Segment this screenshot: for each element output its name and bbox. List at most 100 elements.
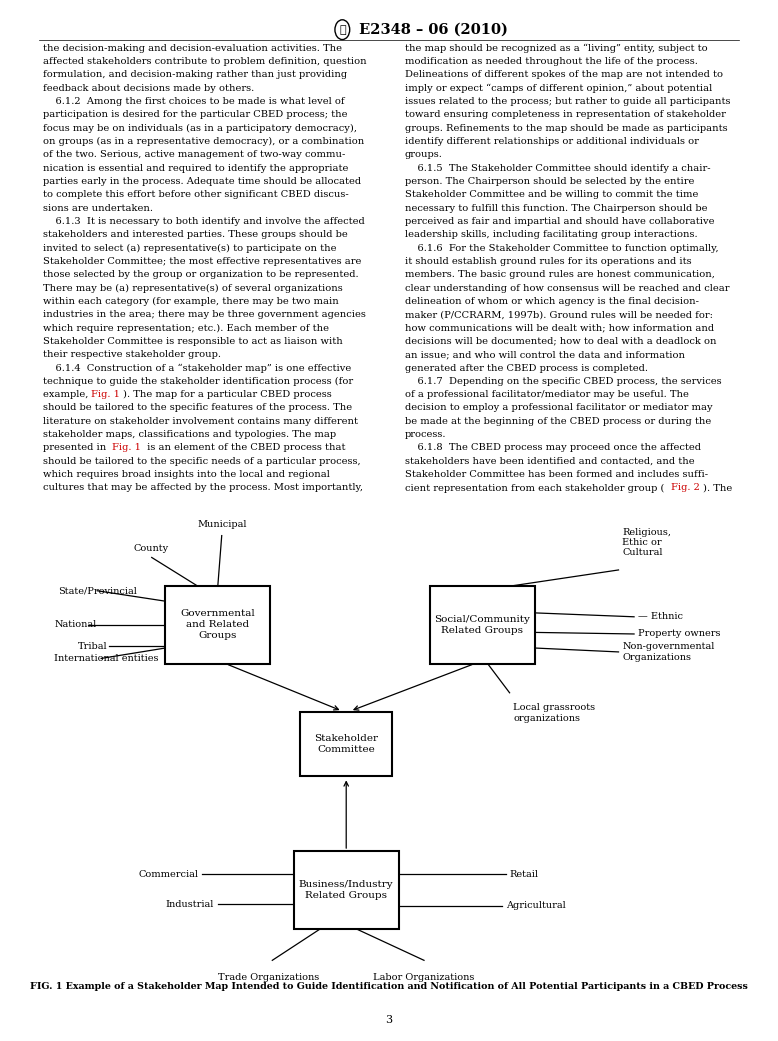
Text: affected stakeholders contribute to problem definition, question: affected stakeholders contribute to prob… xyxy=(43,57,366,66)
Text: Ⓐ: Ⓐ xyxy=(339,25,345,34)
Bar xyxy=(300,712,392,777)
Text: International entities: International entities xyxy=(54,654,159,663)
Text: issues related to the process; but rather to guide all participants: issues related to the process; but rathe… xyxy=(405,97,730,106)
Text: ). The map for a particular CBED process: ). The map for a particular CBED process xyxy=(123,390,331,400)
Text: decisions will be documented; how to deal with a deadlock on: decisions will be documented; how to dea… xyxy=(405,337,716,346)
Text: groups. Refinements to the map should be made as participants: groups. Refinements to the map should be… xyxy=(405,124,727,132)
Text: example,: example, xyxy=(43,390,91,399)
Text: on groups (as in a representative democracy), or a combination: on groups (as in a representative democr… xyxy=(43,137,364,146)
Text: Fig. 2: Fig. 2 xyxy=(671,483,700,492)
Text: Non-governmental
Organizations: Non-governmental Organizations xyxy=(622,642,715,662)
Text: the map should be recognized as a “living” entity, subject to: the map should be recognized as a “livin… xyxy=(405,44,707,53)
Text: which requires broad insights into the local and regional: which requires broad insights into the l… xyxy=(43,471,330,479)
Text: of a professional facilitator/mediator may be useful. The: of a professional facilitator/mediator m… xyxy=(405,390,689,399)
Text: Property owners: Property owners xyxy=(638,630,720,638)
Text: feedback about decisions made by others.: feedback about decisions made by others. xyxy=(43,83,254,93)
Text: Social/Community
Related Groups: Social/Community Related Groups xyxy=(434,614,531,635)
Text: clear understanding of how consensus will be reached and clear: clear understanding of how consensus wil… xyxy=(405,283,729,293)
Text: Religious,
Ethic or
Cultural: Religious, Ethic or Cultural xyxy=(622,528,671,558)
Text: Fig. 1: Fig. 1 xyxy=(112,443,141,453)
Text: process.: process. xyxy=(405,430,446,439)
Text: Retail: Retail xyxy=(510,870,538,879)
Text: perceived as fair and impartial and should have collaborative: perceived as fair and impartial and shou… xyxy=(405,217,714,226)
Text: E2348 – 06 (2010): E2348 – 06 (2010) xyxy=(354,23,508,36)
Text: 6.1.5  The Stakeholder Committee should identify a chair-: 6.1.5 The Stakeholder Committee should i… xyxy=(405,163,710,173)
Text: 6.1.7  Depending on the specific CBED process, the services: 6.1.7 Depending on the specific CBED pro… xyxy=(405,377,721,386)
Text: Trade Organizations: Trade Organizations xyxy=(218,972,319,982)
Text: 6.1.6  For the Stakeholder Committee to function optimally,: 6.1.6 For the Stakeholder Committee to f… xyxy=(405,244,718,253)
Text: is an element of the CBED process that: is an element of the CBED process that xyxy=(144,443,345,453)
Text: groups.: groups. xyxy=(405,150,443,159)
Text: nication is essential and required to identify the appropriate: nication is essential and required to id… xyxy=(43,163,349,173)
Text: stakeholders and interested parties. These groups should be: stakeholders and interested parties. The… xyxy=(43,230,348,239)
Text: 6.1.8  The CBED process may proceed once the affected: 6.1.8 The CBED process may proceed once … xyxy=(405,443,700,453)
Text: National: National xyxy=(54,620,96,629)
Text: focus may be on individuals (as in a participatory democracy),: focus may be on individuals (as in a par… xyxy=(43,124,357,133)
Bar xyxy=(293,852,398,930)
Text: Fig. 1: Fig. 1 xyxy=(91,390,120,399)
Text: industries in the area; there may be three government agencies: industries in the area; there may be thr… xyxy=(43,310,366,320)
Text: Delineations of different spokes of the map are not intended to: Delineations of different spokes of the … xyxy=(405,71,723,79)
Text: the decision-making and decision-evaluation activities. The: the decision-making and decision-evaluat… xyxy=(43,44,342,53)
Text: 6.1.3  It is necessary to both identify and involve the affected: 6.1.3 It is necessary to both identify a… xyxy=(43,217,365,226)
Text: leadership skills, including facilitating group interactions.: leadership skills, including facilitatin… xyxy=(405,230,697,239)
Text: how communications will be dealt with; how information and: how communications will be dealt with; h… xyxy=(405,324,713,332)
Bar xyxy=(429,585,535,664)
Text: cultures that may be affected by the process. Most importantly,: cultures that may be affected by the pro… xyxy=(43,483,363,492)
Text: should be tailored to the specific features of the process. The: should be tailored to the specific featu… xyxy=(43,404,352,412)
Text: stakeholders have been identified and contacted, and the: stakeholders have been identified and co… xyxy=(405,457,694,465)
Text: to complete this effort before other significant CBED discus-: to complete this effort before other sig… xyxy=(43,191,349,199)
Text: Business/Industry
Related Groups: Business/Industry Related Groups xyxy=(299,880,394,900)
Text: imply or expect “camps of different opinion,” about potential: imply or expect “camps of different opin… xyxy=(405,83,712,93)
Text: Tribal: Tribal xyxy=(78,642,107,651)
Text: within each category (for example, there may be two main: within each category (for example, there… xyxy=(43,297,338,306)
Text: sions are undertaken.: sions are undertaken. xyxy=(43,204,152,212)
Text: — Ethnic: — Ethnic xyxy=(638,612,683,621)
Text: parties early in the process. Adequate time should be allocated: parties early in the process. Adequate t… xyxy=(43,177,361,186)
Text: generated after the CBED process is completed.: generated after the CBED process is comp… xyxy=(405,363,647,373)
Text: participation is desired for the particular CBED process; the: participation is desired for the particu… xyxy=(43,110,347,120)
Text: ). The: ). The xyxy=(703,483,732,492)
Text: identify different relationships or additional individuals or: identify different relationships or addi… xyxy=(405,137,699,146)
Text: should be tailored to the specific needs of a particular process,: should be tailored to the specific needs… xyxy=(43,457,360,465)
Text: technique to guide the stakeholder identification process (for: technique to guide the stakeholder ident… xyxy=(43,377,353,386)
Text: Agricultural: Agricultural xyxy=(506,902,566,910)
Text: cient representation from each stakeholder group (: cient representation from each stakehold… xyxy=(405,483,664,492)
Text: Stakeholder Committee has been formed and includes suffi-: Stakeholder Committee has been formed an… xyxy=(405,471,708,479)
Bar xyxy=(165,585,271,664)
Text: Local grassroots
organizations: Local grassroots organizations xyxy=(513,704,596,722)
Text: invited to select (a) representative(s) to participate on the: invited to select (a) representative(s) … xyxy=(43,244,336,253)
Text: of the two. Serious, active management of two-way commu-: of the two. Serious, active management o… xyxy=(43,150,345,159)
Text: 6.1.4  Construction of a “stakeholder map” is one effective: 6.1.4 Construction of a “stakeholder map… xyxy=(43,363,351,373)
Text: it should establish ground rules for its operations and its: it should establish ground rules for its… xyxy=(405,257,691,265)
Text: toward ensuring completeness in representation of stakeholder: toward ensuring completeness in represen… xyxy=(405,110,725,120)
Text: FIG. 1 Example of a Stakeholder Map Intended to Guide Identification and Notific: FIG. 1 Example of a Stakeholder Map Inte… xyxy=(30,982,748,991)
Text: Stakeholder Committee; the most effective representatives are: Stakeholder Committee; the most effectiv… xyxy=(43,257,361,265)
Text: literature on stakeholder involvement contains many different: literature on stakeholder involvement co… xyxy=(43,416,358,426)
Text: necessary to fulfill this function. The Chairperson should be: necessary to fulfill this function. The … xyxy=(405,204,707,212)
Text: an issue; and who will control the data and information: an issue; and who will control the data … xyxy=(405,350,685,359)
Text: be made at the beginning of the CBED process or during the: be made at the beginning of the CBED pro… xyxy=(405,416,711,426)
Text: State/Provincial: State/Provincial xyxy=(58,586,137,595)
Text: modification as needed throughout the life of the process.: modification as needed throughout the li… xyxy=(405,57,697,66)
Text: 6.1.2  Among the first choices to be made is what level of: 6.1.2 Among the first choices to be made… xyxy=(43,97,345,106)
Text: person. The Chairperson should be selected by the entire: person. The Chairperson should be select… xyxy=(405,177,694,186)
Text: delineation of whom or which agency is the final decision-: delineation of whom or which agency is t… xyxy=(405,297,699,306)
Text: Stakeholder Committee and be willing to commit the time: Stakeholder Committee and be willing to … xyxy=(405,191,698,199)
Text: decision to employ a professional facilitator or mediator may: decision to employ a professional facili… xyxy=(405,404,712,412)
Text: stakeholder maps, classifications and typologies. The map: stakeholder maps, classifications and ty… xyxy=(43,430,336,439)
Text: Stakeholder
Committee: Stakeholder Committee xyxy=(314,734,378,755)
Text: Labor Organizations: Labor Organizations xyxy=(373,972,475,982)
Text: their respective stakeholder group.: their respective stakeholder group. xyxy=(43,350,221,359)
Text: Governmental
and Related
Groups: Governmental and Related Groups xyxy=(180,609,255,640)
Text: Stakeholder Committee is responsible to act as liaison with: Stakeholder Committee is responsible to … xyxy=(43,337,342,346)
Text: those selected by the group or organization to be represented.: those selected by the group or organizat… xyxy=(43,271,359,279)
Text: Municipal: Municipal xyxy=(197,520,247,529)
Text: maker (P/CCRARM, 1997b). Ground rules will be needed for:: maker (P/CCRARM, 1997b). Ground rules wi… xyxy=(405,310,713,320)
Text: members. The basic ground rules are honest communication,: members. The basic ground rules are hone… xyxy=(405,271,714,279)
Text: Commercial: Commercial xyxy=(138,870,198,879)
Text: presented in: presented in xyxy=(43,443,109,453)
Text: There may be (a) representative(s) of several organizations: There may be (a) representative(s) of se… xyxy=(43,283,342,293)
Text: Industrial: Industrial xyxy=(166,899,214,909)
Text: which require representation; etc.). Each member of the: which require representation; etc.). Eac… xyxy=(43,324,329,333)
